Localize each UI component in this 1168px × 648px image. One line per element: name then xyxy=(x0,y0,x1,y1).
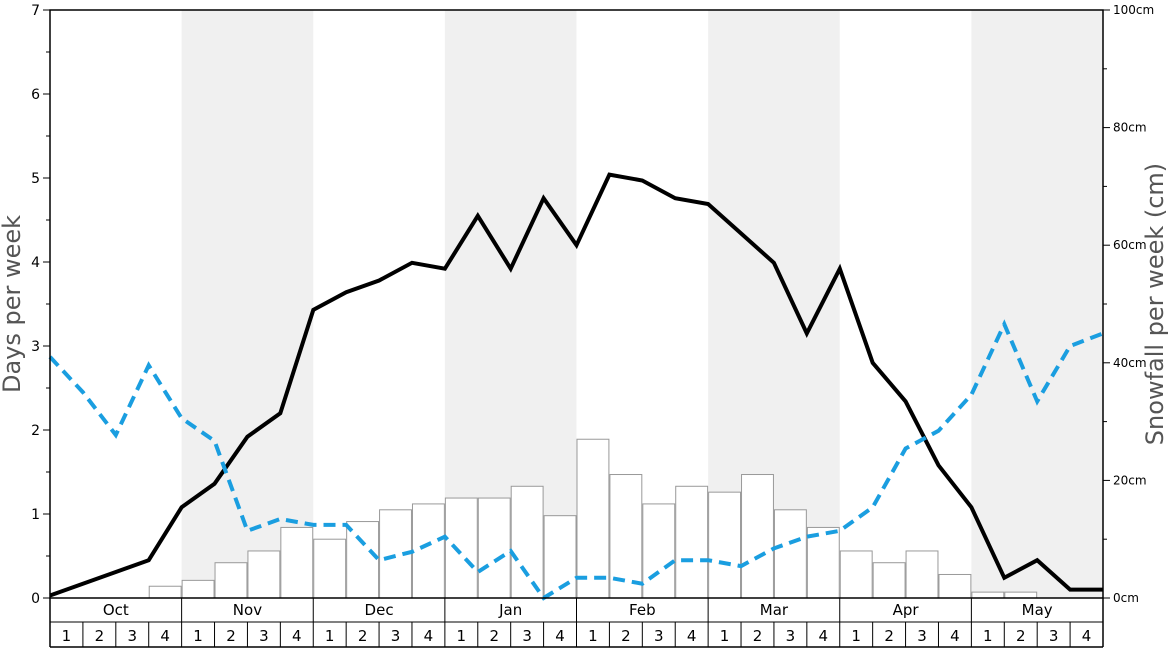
snowfall-bar xyxy=(181,579,215,599)
left-tick-label: 4 xyxy=(31,255,40,271)
month-label-may: May xyxy=(1022,601,1053,619)
right-tick-label: 60cm xyxy=(1113,238,1147,252)
snowfall-bar xyxy=(872,562,906,599)
blue-dashed-line xyxy=(48,319,1104,601)
week-label: 2 xyxy=(884,627,894,645)
snowfall-bar xyxy=(708,491,742,599)
month-label-dec: Dec xyxy=(365,601,394,619)
left-tick-label: 2 xyxy=(31,423,40,439)
week-label: 2 xyxy=(489,627,499,645)
week-label: 3 xyxy=(654,627,664,645)
left-axis: 0 1 2 3 4 5 6 7 xyxy=(31,3,50,607)
week-label: 3 xyxy=(127,627,137,645)
week-label: 4 xyxy=(160,627,170,645)
month-label-apr: Apr xyxy=(893,601,920,619)
snowfall-bar xyxy=(510,485,544,599)
left-tick-label: 3 xyxy=(31,339,40,355)
left-tick-label: 6 xyxy=(31,87,40,103)
snowfall-bar xyxy=(773,509,807,599)
right-tick-label: 0cm xyxy=(1113,591,1139,605)
week-label: 1 xyxy=(325,627,335,645)
week-label: 4 xyxy=(424,627,434,645)
week-label: 3 xyxy=(1049,627,1059,645)
snowfall-bars xyxy=(148,438,1038,599)
day-lines xyxy=(48,172,1104,601)
right-tick-label: 20cm xyxy=(1113,473,1147,487)
snowfall-bar xyxy=(477,497,511,599)
month-label-nov: Nov xyxy=(233,601,262,619)
left-axis-title: Days per week xyxy=(0,215,26,393)
snowfall-bar xyxy=(642,503,676,599)
snowfall-bar xyxy=(444,497,478,599)
week-label: 1 xyxy=(983,627,993,645)
week-label: 3 xyxy=(259,627,269,645)
snowfall-bar xyxy=(148,585,182,599)
snowfall-bar xyxy=(806,526,840,599)
snowfall-bar xyxy=(411,503,445,599)
week-label: 2 xyxy=(753,627,763,645)
week-label: 3 xyxy=(522,627,532,645)
week-label: 4 xyxy=(292,627,302,645)
left-tick-label: 1 xyxy=(31,507,40,523)
shaded-months xyxy=(181,10,1103,598)
week-label: 4 xyxy=(555,627,565,645)
right-axis-title: Snowfall per week (cm) xyxy=(1141,163,1168,445)
week-label: 4 xyxy=(1082,627,1092,645)
week-label: 3 xyxy=(391,627,401,645)
right-tick-label: 100cm xyxy=(1113,3,1154,17)
month-label-jan: Jan xyxy=(498,601,522,619)
x-axis-months-weeks: Oct 1 2 3 4 Nov 1 2 3 4 Dec 1 2 3 4 Jan 1 2 3 4 Feb 1 2 3 4 Mar 1 2… xyxy=(49,598,1104,648)
snowfall-bar xyxy=(576,438,610,599)
week-label: 1 xyxy=(62,627,72,645)
week-label: 4 xyxy=(687,627,697,645)
month-label-oct: Oct xyxy=(103,601,129,619)
week-label: 3 xyxy=(786,627,796,645)
snowfall-bar xyxy=(971,591,1005,599)
week-label: 2 xyxy=(1016,627,1026,645)
snowfall-bar xyxy=(247,550,281,599)
week-label: 1 xyxy=(851,627,861,645)
right-tick-label: 40cm xyxy=(1113,356,1147,370)
snowfall-bar xyxy=(741,474,774,599)
snowfall-bar xyxy=(280,526,314,599)
week-label: 2 xyxy=(95,627,105,645)
week-label: 4 xyxy=(819,627,829,645)
snowfall-bar xyxy=(675,485,709,599)
week-label: 2 xyxy=(621,627,631,645)
snowfall-bar xyxy=(313,538,347,599)
week-label: 4 xyxy=(950,627,960,645)
left-tick-label: 0 xyxy=(31,591,40,607)
snowfall-bar xyxy=(839,550,873,599)
shade-band-nov xyxy=(181,10,314,598)
snowfall-bar xyxy=(905,550,939,599)
week-label: 2 xyxy=(358,627,368,645)
month-label-mar: Mar xyxy=(760,601,789,619)
left-tick-label: 7 xyxy=(31,3,40,19)
month-label-feb: Feb xyxy=(629,601,656,619)
snowfall-bar xyxy=(1004,591,1038,599)
week-label: 2 xyxy=(226,627,236,645)
right-tick-label: 80cm xyxy=(1113,121,1147,135)
snowfall-bar xyxy=(346,521,380,599)
week-label: 3 xyxy=(917,627,927,645)
week-label: 1 xyxy=(720,627,730,645)
snowfall-bar xyxy=(214,562,248,599)
shade-band-may xyxy=(971,10,1103,598)
week-label: 1 xyxy=(588,627,598,645)
right-axis: 0cm 20cm 40cm 60cm 80cm 100cm xyxy=(1103,3,1154,605)
week-label: 1 xyxy=(193,627,203,645)
week-label: 1 xyxy=(457,627,467,645)
left-tick-label: 5 xyxy=(31,171,40,187)
snowfall-bar xyxy=(938,573,972,599)
